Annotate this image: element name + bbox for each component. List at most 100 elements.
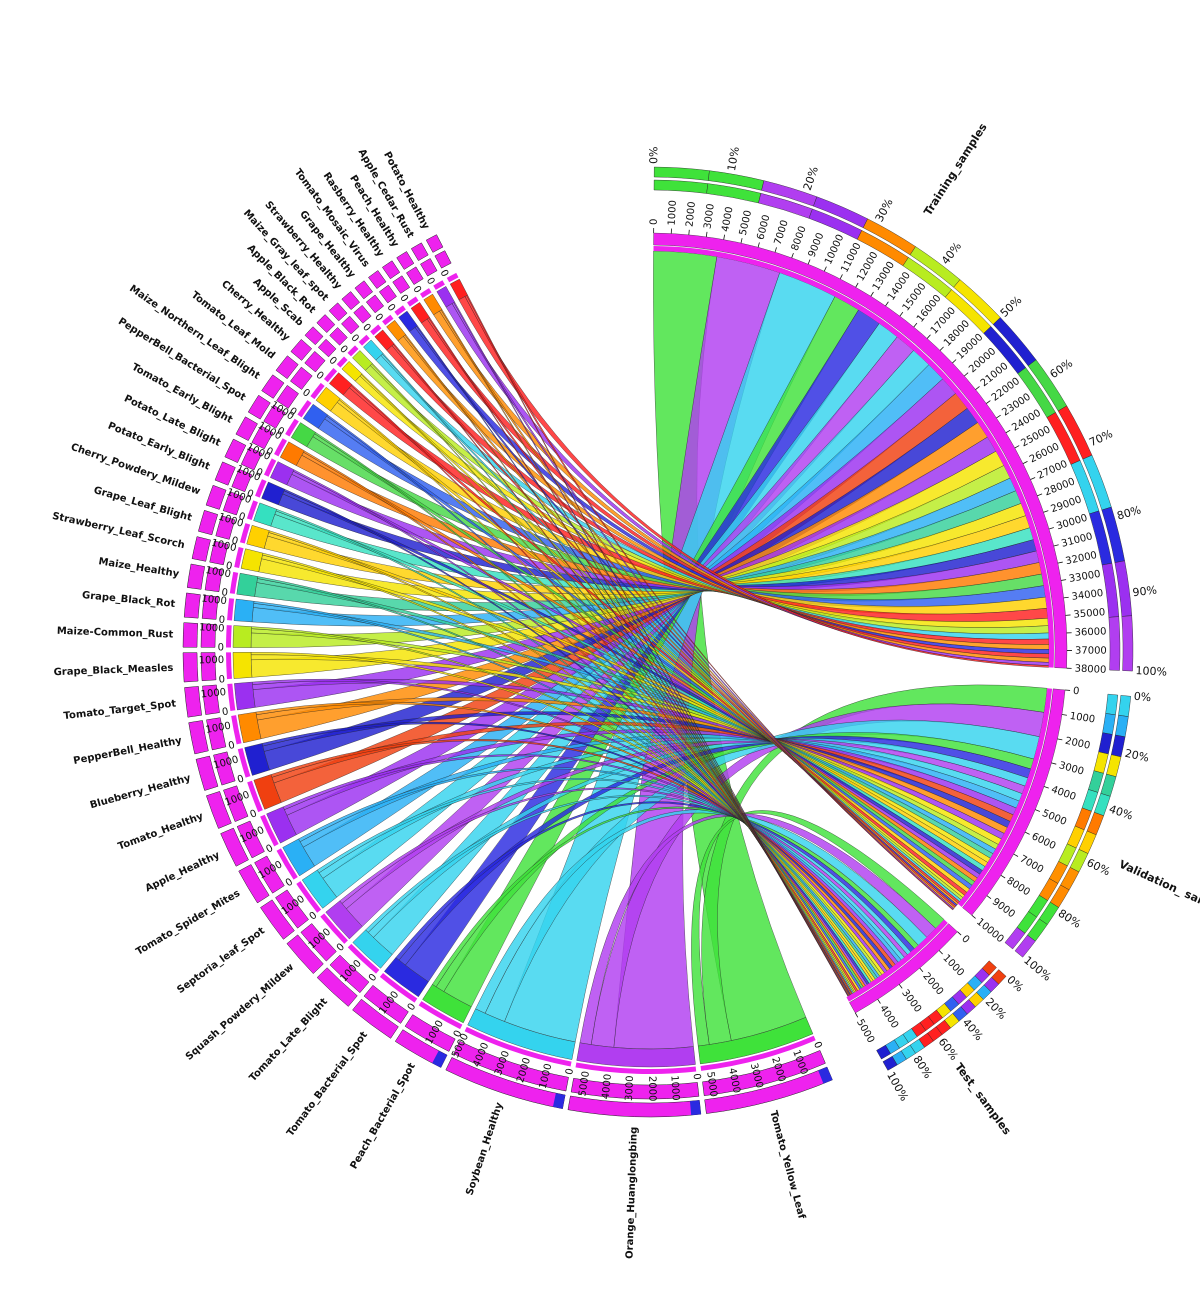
category-pct-ring-33 <box>378 284 397 304</box>
group-pct-label-1-1: 20% <box>1124 747 1151 765</box>
group-tick-0-29 <box>1043 510 1049 513</box>
group-tick-0-25 <box>1014 445 1020 449</box>
group-tick-label-0-30: 30000 <box>1055 513 1089 533</box>
category-split-arc-1 <box>575 1062 697 1074</box>
category-tick-2-0: 0 <box>564 1068 576 1076</box>
group-tick-label-0-37: 37000 <box>1075 646 1107 657</box>
category-pct-ring2-20 <box>205 484 227 510</box>
ribbon-Tomato_Spider_Mites-1 <box>299 734 1020 848</box>
ribbon-Tomato_Late_Blight-1 <box>367 737 1029 938</box>
group-tick-0-8 <box>791 252 794 258</box>
category-tick-32-0: 0 <box>372 312 385 324</box>
group-pct-label-0-5: 50% <box>998 294 1025 320</box>
group-pct-band-1-5 <box>1081 789 1099 812</box>
category-tick-0-5: 5000 <box>704 1071 718 1098</box>
group-tick-label-1-5: 5000 <box>1040 808 1068 828</box>
group-pct-band-1-2 <box>1098 732 1113 755</box>
category-split-arc-24 <box>285 418 299 437</box>
category-tick-34-0: 0 <box>397 293 410 305</box>
group-pct-label-0-1: 10% <box>725 146 742 172</box>
group-arc-2 <box>849 923 958 1014</box>
category-pct-ring2-33 <box>368 270 387 289</box>
category-pct-ring-12 <box>206 717 227 751</box>
group-tick-0-30 <box>1048 527 1054 530</box>
category-tick-37-0: 0 <box>438 268 451 279</box>
category-arc-7 <box>301 869 338 909</box>
category-arc-0 <box>697 1017 814 1065</box>
category-pct-ring-25 <box>276 385 299 409</box>
group-pct-label-0-3: 30% <box>873 196 896 224</box>
group-tick-0-20 <box>964 372 969 377</box>
category-pct-ring2-1 <box>567 1095 702 1118</box>
category-tick-10-0: 0 <box>249 808 259 821</box>
category-label-13: Tomato_Target_Spot <box>63 699 177 723</box>
category-arc-26 <box>315 386 341 412</box>
category-split-arc-37 <box>446 272 459 283</box>
category-pct-ring2-13 <box>184 686 203 718</box>
group-pct-band-1-0 <box>1105 693 1119 716</box>
category-pct-ring-6 <box>300 923 337 962</box>
ribbon-Tomato_Healthy-1 <box>271 721 1014 822</box>
group-pct-label-2-3: 60% <box>936 1035 961 1062</box>
group-tick-0-16 <box>913 322 918 328</box>
ribbon-Apple_Scab-2 <box>361 373 857 993</box>
category-pct-marker-1 <box>689 1100 701 1116</box>
category-tick-31-0: 0 <box>360 322 372 334</box>
group-tick-1-1 <box>1061 714 1067 716</box>
category-pct-ring-28 <box>317 338 337 358</box>
category-pct-ring-11 <box>213 751 236 786</box>
category-pct-ring2-22 <box>224 438 247 463</box>
category-tick-20-0: 0 <box>237 511 246 523</box>
category-tick-1-1: 1000 <box>668 1075 680 1101</box>
category-split-arc-21 <box>255 479 267 498</box>
group-tick-2-0 <box>957 931 962 936</box>
category-label-19: Grape_Leaf_Blight <box>92 485 193 524</box>
ribbon-Potato_Healthy-1 <box>464 295 954 911</box>
group-tick-label-1-2: 2000 <box>1064 736 1091 752</box>
category-tick-13-0: 0 <box>221 706 229 718</box>
category-pct-ring2-24 <box>247 394 271 420</box>
group-tick-label-1-10: 10000 <box>974 916 1006 945</box>
category-pct-ring-10 <box>223 785 249 822</box>
group-tick-1-7 <box>1013 853 1019 857</box>
category-arc-36 <box>436 286 455 308</box>
category-tick-27-0: 0 <box>314 370 326 383</box>
category-label-11: Blueberry_Healthy <box>89 773 193 812</box>
category-tick-17-1: 1000 <box>205 565 232 580</box>
group-tick-2-2 <box>919 967 924 973</box>
category-split-arc-18 <box>234 547 244 568</box>
category-tick-18-0: 0 <box>225 560 233 572</box>
category-split-arc-23 <box>274 438 287 457</box>
category-split-arc-17 <box>229 571 239 594</box>
group-arc-1 <box>962 688 1066 916</box>
group-tick-2-5 <box>854 1012 859 1018</box>
ribbon-Blueberry_Healthy-1 <box>262 711 1011 828</box>
category-pct-ring2-34 <box>382 260 401 280</box>
group-tick-0-5 <box>740 238 743 244</box>
category-label-16: Grape_Black_Rot <box>82 590 176 610</box>
category-arc-10 <box>253 774 282 810</box>
group-pct-label-1-2: 40% <box>1107 802 1134 822</box>
group-tick-0-22 <box>986 400 991 404</box>
category-label-1: Orange_Huanglongbing <box>624 1127 639 1259</box>
category-split-arc-5 <box>347 943 380 974</box>
category-tick-24-0: 0 <box>275 425 286 438</box>
category-split-arc-32 <box>382 314 394 326</box>
group-tick-label-1-4: 4000 <box>1050 784 1078 803</box>
category-pct-marker-2 <box>552 1093 566 1109</box>
category-arc-12 <box>237 711 262 744</box>
category-pct-ring-24 <box>263 404 286 429</box>
group-pct-band-1-13 <box>1004 927 1026 950</box>
category-tick-16-1: 1000 <box>201 593 228 607</box>
category-tick-12-1: 1000 <box>205 721 232 736</box>
category-tick-8-0: 0 <box>284 877 295 890</box>
group-tick-0-34 <box>1063 596 1069 599</box>
group-tick-0-33 <box>1061 579 1067 581</box>
category-pct-ring-35 <box>406 266 424 285</box>
category-tick-23-0: 0 <box>264 446 275 459</box>
group-tick-0-12 <box>855 282 859 288</box>
category-split-arc-30 <box>358 334 370 346</box>
category-tick-29-0: 0 <box>337 343 349 355</box>
